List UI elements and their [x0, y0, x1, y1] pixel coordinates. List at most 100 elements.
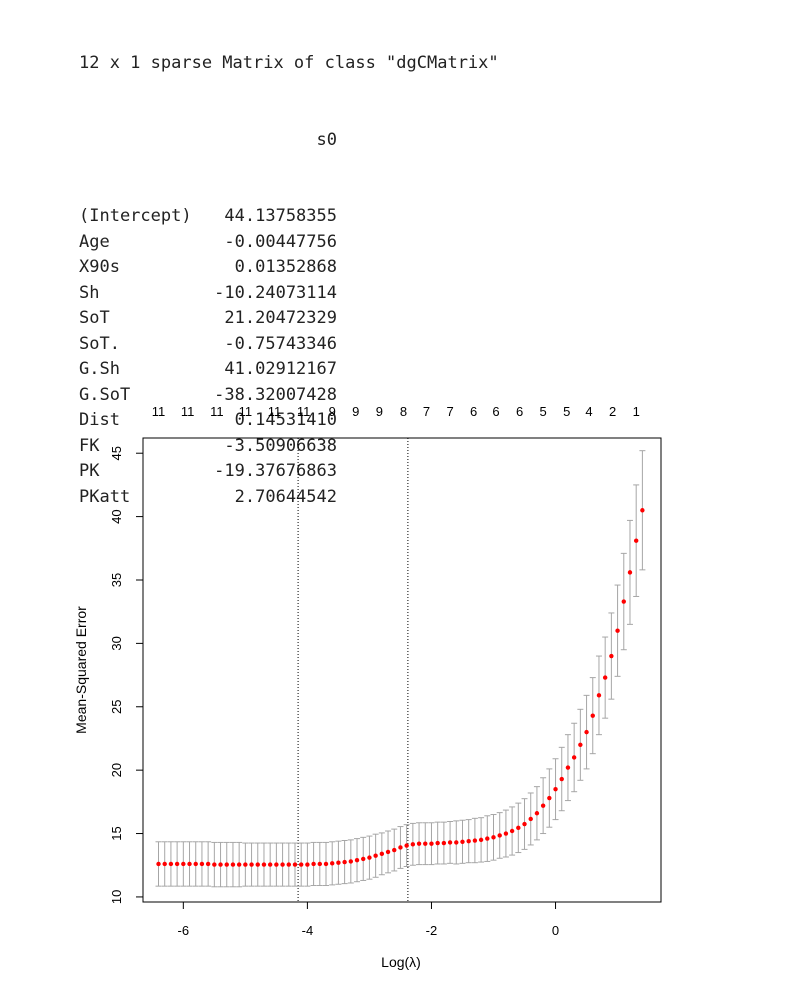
x-axis-label: Log(λ) — [381, 954, 421, 970]
data-points — [156, 508, 645, 867]
top-tick-label: 11 — [152, 404, 166, 419]
coefficient-name: X90s — [79, 257, 120, 277]
data-point — [392, 847, 397, 853]
data-point — [286, 862, 291, 867]
data-point — [559, 776, 564, 782]
top-tick-label: 2 — [609, 404, 616, 419]
coefficient-value: 44.13758355 — [224, 206, 337, 226]
data-point — [162, 861, 167, 867]
top-tick-label: 7 — [446, 404, 453, 419]
coefficient-name: G.SoT — [79, 384, 131, 405]
lambda-lines — [297, 438, 409, 902]
coefficient-value: -38.32007428 — [214, 384, 337, 405]
data-point — [497, 833, 502, 838]
y-tick-label: 25 — [109, 700, 124, 714]
top-tick-label: 9 — [352, 404, 359, 419]
top-tick-label: 9 — [376, 404, 383, 419]
top-tick-label: 11 — [210, 404, 224, 419]
x-tick-label: -4 — [302, 923, 314, 938]
data-point — [205, 861, 211, 867]
data-point — [199, 861, 205, 867]
data-point — [460, 839, 465, 844]
coefficient-name: Dist — [79, 410, 120, 430]
data-point — [609, 653, 614, 659]
x-axis: -6 -4 -2 0 — [178, 901, 559, 938]
data-point — [503, 831, 509, 836]
coefficient-row: Dist 0.14531410 — [79, 408, 499, 434]
data-point — [385, 849, 391, 855]
top-tick-label: 7 — [423, 404, 430, 419]
data-point — [236, 862, 242, 867]
data-point — [441, 840, 447, 846]
data-point — [187, 861, 192, 867]
top-tick-label: 11 — [268, 404, 282, 419]
data-point — [633, 538, 639, 543]
coefficient-row: G.Sh 41.02912167 — [79, 357, 499, 383]
coefficient-row: Age -0.00447756 — [79, 230, 499, 256]
data-point — [292, 862, 298, 867]
coefficient-value: 0.14531410 — [234, 410, 337, 430]
data-point — [602, 675, 608, 680]
x-tick-label: -6 — [178, 923, 190, 938]
data-point — [249, 862, 254, 867]
data-point — [404, 843, 409, 848]
data-point — [578, 742, 583, 747]
coefficient-value: -0.00447756 — [224, 231, 337, 252]
coefficient-name: PKatt — [79, 486, 131, 507]
coefficient-row: FK -3.50906638 — [79, 434, 499, 460]
coefficient-name: (Intercept) — [79, 206, 192, 226]
data-point — [553, 786, 558, 792]
coefficient-row: PK -19.37676863 — [79, 459, 499, 485]
coefficient-rows: (Intercept) 44.13758355 Age -0.00447756 X90s… — [79, 204, 499, 510]
coefficient-value: -10.24073114 — [214, 282, 337, 303]
top-tick-label: 8 — [400, 404, 407, 419]
data-point — [305, 862, 310, 867]
data-point — [354, 857, 360, 863]
data-point — [627, 570, 633, 575]
coefficient-row: X90s 0.01352868 — [79, 255, 499, 281]
y-tick-label: 40 — [109, 509, 124, 523]
data-point — [336, 860, 341, 865]
data-point — [485, 836, 490, 841]
data-point — [423, 841, 428, 846]
data-point — [398, 845, 403, 850]
data-point — [261, 862, 267, 867]
data-point — [478, 837, 484, 843]
coefficient-name: Age — [79, 231, 110, 252]
coefficient-value: -19.37676863 — [214, 461, 337, 481]
x-tick-label: 0 — [552, 923, 559, 938]
data-point — [267, 862, 273, 867]
coefficient-value: -3.50906638 — [224, 435, 337, 456]
data-point — [373, 853, 378, 858]
top-tick-label: 11 — [239, 404, 253, 419]
data-point — [540, 803, 546, 808]
y-tick-label: 45 — [109, 446, 124, 460]
coefficient-value: -0.75743346 — [224, 333, 337, 354]
data-point — [621, 599, 626, 604]
data-point — [367, 855, 372, 860]
data-point — [509, 828, 515, 834]
data-point — [361, 856, 366, 862]
top-tick-label: 11 — [181, 404, 195, 419]
data-point — [522, 821, 527, 827]
data-point — [516, 825, 521, 831]
top-tick-label: 6 — [470, 404, 477, 419]
top-tick-label: 6 — [492, 404, 499, 419]
data-point — [181, 861, 186, 867]
data-point — [311, 861, 316, 867]
data-point — [447, 840, 453, 845]
y-tick-label: 10 — [109, 890, 124, 904]
coefficient-name: PK — [79, 461, 100, 481]
data-point — [342, 859, 347, 865]
data-point — [218, 862, 223, 867]
x-tick-label: -2 — [426, 923, 438, 938]
plot-frame — [142, 437, 662, 903]
coefficient-value: 0.01352868 — [234, 257, 337, 277]
data-point — [491, 835, 496, 840]
matrix-header: 12 x 1 sparse Matrix of class "dgCMatrix… — [79, 53, 499, 73]
data-point — [212, 862, 217, 867]
y-axis: 10 15 20 25 30 35 40 45 — [109, 446, 144, 904]
console-output: 12 x 1 sparse Matrix of class "dgCMatrix… — [79, 0, 499, 536]
data-point — [174, 861, 180, 867]
data-point — [224, 862, 229, 867]
